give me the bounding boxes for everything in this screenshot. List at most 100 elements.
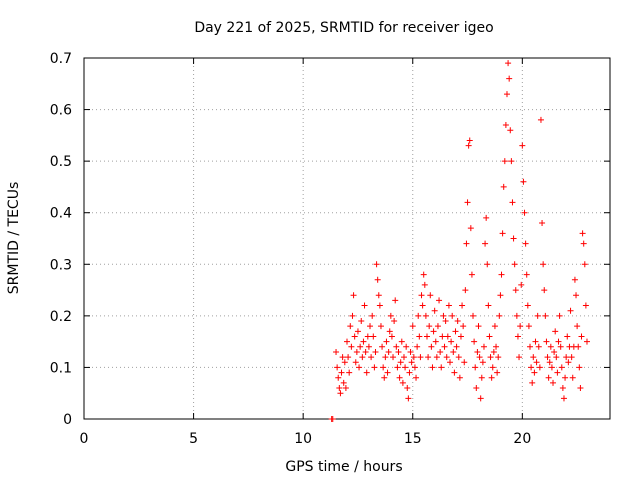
data-point [452,328,459,335]
data-point [518,281,525,288]
data-point [457,333,464,340]
data-point [473,385,480,392]
data-point [427,292,434,299]
data-point [362,348,369,355]
data-point [464,199,471,206]
data-point [335,374,342,381]
data-point [560,395,567,402]
data-point [581,261,588,268]
data-point [524,302,531,309]
data-point [567,307,574,314]
data-point [501,158,508,165]
data-point [466,137,473,144]
data-point [419,302,426,309]
y-tick-label: 0.3 [50,257,72,273]
data-point [488,374,495,381]
data-point [346,369,353,376]
data-point [530,354,537,361]
data-point [516,354,523,361]
data-point [525,323,532,330]
data-point [376,302,383,309]
y-tick-label: 0.5 [50,154,72,170]
data-point [403,343,410,350]
data-point [491,323,498,330]
data-point [417,354,424,361]
data-point [529,379,536,386]
x-tick-label: 10 [294,431,312,447]
data-point [438,364,445,371]
data-point [443,354,450,361]
y-axis-label: SRMTID / TECUs [6,182,22,295]
data-point [513,312,520,319]
data-point [541,287,548,294]
data-point [576,364,583,371]
data-point [479,359,486,366]
data-point [554,369,561,376]
x-axis: 0 5 10 15 20 [80,58,531,447]
y-tick-label: 0.1 [50,360,72,376]
data-point [432,338,439,345]
data-point [507,127,514,134]
data-point [544,354,551,361]
data-point [533,359,540,366]
data-point [422,312,429,319]
data-point [498,271,505,278]
data-point [408,359,415,366]
data-point [543,338,550,345]
data-point [456,374,463,381]
data-point [385,348,392,355]
data-point [418,292,425,299]
data-point [342,385,349,392]
data-point [396,374,403,381]
y-tick-label: 0.6 [50,103,72,119]
data-point [340,379,347,386]
data-point [556,312,563,319]
data-point [460,323,467,330]
data-point [398,338,405,345]
data-point [542,312,549,319]
data-point [445,302,452,309]
x-axis-label: GPS time / hours [285,459,402,475]
data-point [416,333,423,340]
data-point [388,333,395,340]
data-point [493,343,500,350]
grid [84,58,610,419]
data-point [370,333,377,340]
data-point [439,333,446,340]
data-point [451,369,458,376]
data-point [552,328,559,335]
data-point [553,354,560,361]
data-point [337,390,344,397]
data-point [563,354,570,361]
y-tick-label: 0.2 [50,309,72,325]
data-point [536,364,543,371]
data-point [557,343,564,350]
data-point [459,302,466,309]
data-point [447,359,454,366]
data-point [550,379,557,386]
data-point [455,354,462,361]
data-point [512,287,519,294]
data-point [425,354,432,361]
data-point [345,354,352,361]
data-point [392,297,399,304]
data-point [483,214,490,221]
data-point [484,261,491,268]
data-point [519,142,526,149]
data-point [374,276,381,283]
data-point [400,354,407,361]
x-tick-label: 5 [189,431,198,447]
data-point [377,323,384,330]
data-point [448,338,455,345]
data-point [465,142,472,149]
y-tick-label: 0 [63,412,72,428]
data-point [486,333,493,340]
data-point [453,343,460,350]
data-point [520,178,527,185]
data-point [336,385,343,392]
data-point [405,395,412,402]
data-point [363,369,370,376]
data-point [357,343,364,350]
data-point [390,354,397,361]
x-tick-label: 0 [80,431,89,447]
